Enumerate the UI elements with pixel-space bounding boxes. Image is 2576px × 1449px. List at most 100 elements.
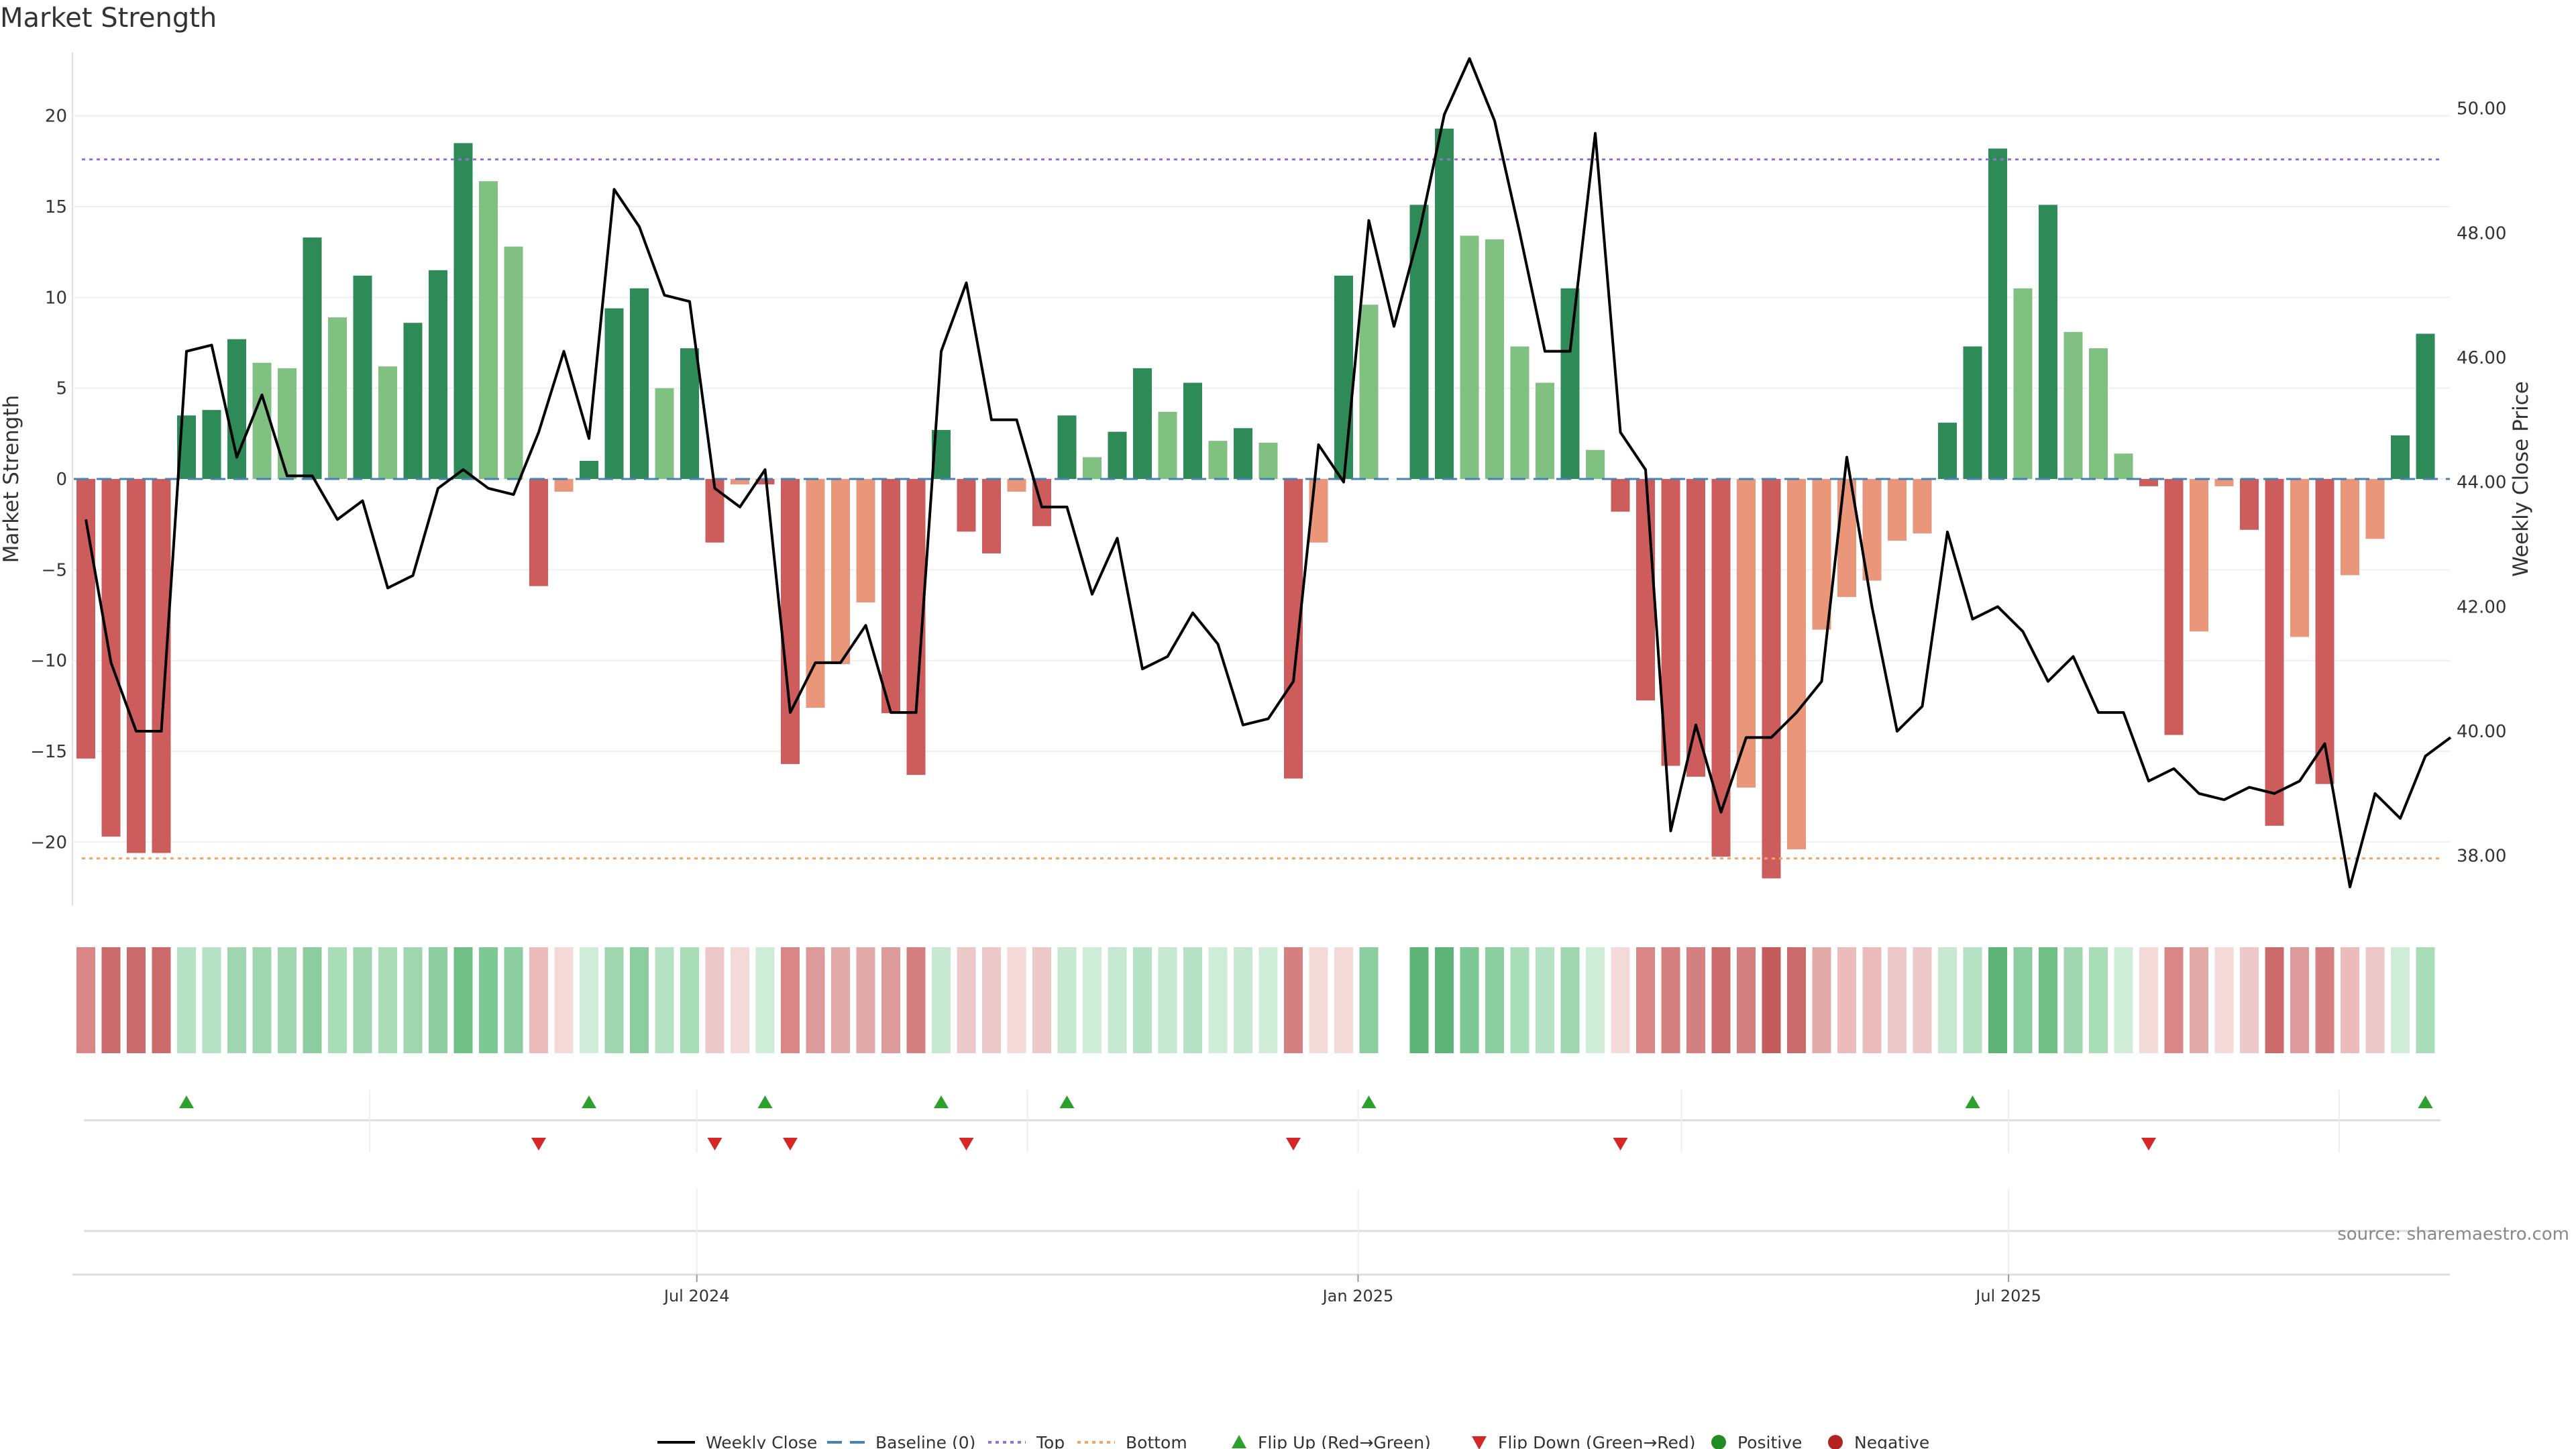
y-tick-label: 20 [45, 107, 67, 127]
flip-up-marker [757, 1095, 773, 1108]
strength-bar [2164, 479, 2184, 735]
strength-bar [2365, 479, 2385, 539]
strength-bar [328, 317, 347, 479]
legend-swatch [1711, 1435, 1726, 1449]
strength-bar [1234, 428, 1252, 479]
strip-cell [177, 947, 196, 1053]
strip-cell [1334, 947, 1353, 1053]
strength-bar [2089, 348, 2108, 479]
flip-down-marker [1286, 1138, 1301, 1150]
strength-bar [831, 479, 850, 665]
strip-cell [2190, 947, 2208, 1053]
flip-down-marker [1613, 1138, 1628, 1150]
strength-bar [731, 479, 749, 485]
strip-cell [906, 947, 926, 1053]
strip-cell [101, 947, 121, 1053]
strip-cell [529, 947, 548, 1053]
flip-up-marker [179, 1095, 194, 1108]
y2-tick-label: 38.00 [2457, 847, 2506, 867]
strip-cell [731, 947, 749, 1053]
strip-cell [1258, 947, 1278, 1053]
strip-cell [328, 947, 347, 1053]
strength-bar [353, 275, 372, 479]
y-tick-label: −15 [30, 742, 67, 762]
strength-bar [1083, 457, 1102, 479]
strength-bar [453, 143, 473, 479]
flip-up-marker [934, 1095, 949, 1108]
strength-bar [1133, 368, 1152, 479]
legend-swatch [1232, 1435, 1246, 1448]
strength-bar [2341, 479, 2359, 576]
strip-cell [202, 947, 221, 1053]
strip-cell [1963, 947, 1982, 1053]
strip-cell [1158, 947, 1177, 1053]
y-tick-label: 10 [45, 288, 67, 308]
strip-cell [806, 947, 825, 1053]
strength-bar [2114, 453, 2133, 479]
strength-bar [1938, 423, 1957, 479]
strip-cell [252, 947, 272, 1053]
strip-cell [1359, 947, 1379, 1053]
strip-cell [479, 947, 498, 1053]
y-tick-label: 5 [56, 379, 67, 399]
y2-tick-label: 40.00 [2457, 722, 2506, 742]
x-tick-label: Jan 2025 [1322, 1287, 1394, 1305]
strip-cell [705, 947, 724, 1053]
strength-bar [152, 479, 171, 853]
legend-label: Negative [1854, 1433, 1929, 1449]
strip-cell [1888, 947, 1907, 1053]
strip-cell [1913, 947, 1932, 1053]
strength-bar [1435, 128, 1454, 479]
y2-tick-label: 48.00 [2457, 223, 2506, 244]
strength-bar [1485, 239, 1504, 479]
strip-cell [1536, 947, 1554, 1053]
strength-bar [1661, 479, 1680, 766]
strength-bar [1963, 346, 1982, 479]
strength-bar [781, 479, 800, 764]
strength-bar [957, 479, 976, 532]
strip-cell [1988, 947, 2007, 1053]
strength-bar [2391, 435, 2410, 479]
legend-label: Flip Up (Red→Green) [1258, 1433, 1431, 1449]
flip-down-marker [783, 1138, 798, 1150]
lower-panel-gridlines [696, 1189, 2010, 1275]
regime-strip [76, 947, 2435, 1053]
strip-cell [1510, 947, 1529, 1053]
main-panel: 20 15 10 5 0 −5 −10 −15 −20 50.00 48.00 46.00 44.00… [30, 52, 2506, 906]
strength-bar [1258, 442, 1278, 479]
strength-bar [2013, 288, 2033, 479]
strip-cell [630, 947, 649, 1053]
strip-cell [1812, 947, 1831, 1053]
strength-bar [1460, 235, 1479, 479]
strip-cell [1183, 947, 1202, 1053]
flip-up-marker [1361, 1095, 1377, 1108]
strip-cell [1309, 947, 1328, 1053]
strength-bar [630, 288, 649, 479]
strength-bar [1536, 382, 1554, 479]
strength-bar [2416, 333, 2435, 479]
legend-label: Flip Down (Green→Red) [1498, 1433, 1696, 1449]
flip-panel-gridlines [369, 1090, 2340, 1152]
strength-bar [2139, 479, 2158, 486]
y-tick-label: −5 [42, 560, 67, 580]
strip-cell [856, 947, 875, 1053]
strip-cell [2391, 947, 2410, 1053]
strength-bar [604, 308, 624, 479]
y-axis-ticks: 20 15 10 5 0 −5 −10 −15 −20 [30, 107, 67, 853]
strip-cell [1007, 947, 1026, 1053]
flip-panel [84, 1090, 2440, 1152]
strip-cell [1108, 947, 1127, 1053]
flip-down-markers [531, 1138, 2156, 1150]
strength-bar [1711, 479, 1731, 857]
strength-bar [429, 270, 447, 479]
strength-bar [2039, 205, 2057, 479]
legend-label: Weekly Close [706, 1433, 817, 1449]
strip-cell [353, 947, 372, 1053]
strength-bar [2315, 479, 2334, 784]
y-tick-label: −10 [30, 651, 67, 672]
strength-bar [1762, 479, 1781, 879]
strip-cell [278, 947, 297, 1053]
strip-cell [76, 947, 95, 1053]
strength-bar [2214, 479, 2234, 486]
strip-cell [1837, 947, 1856, 1053]
